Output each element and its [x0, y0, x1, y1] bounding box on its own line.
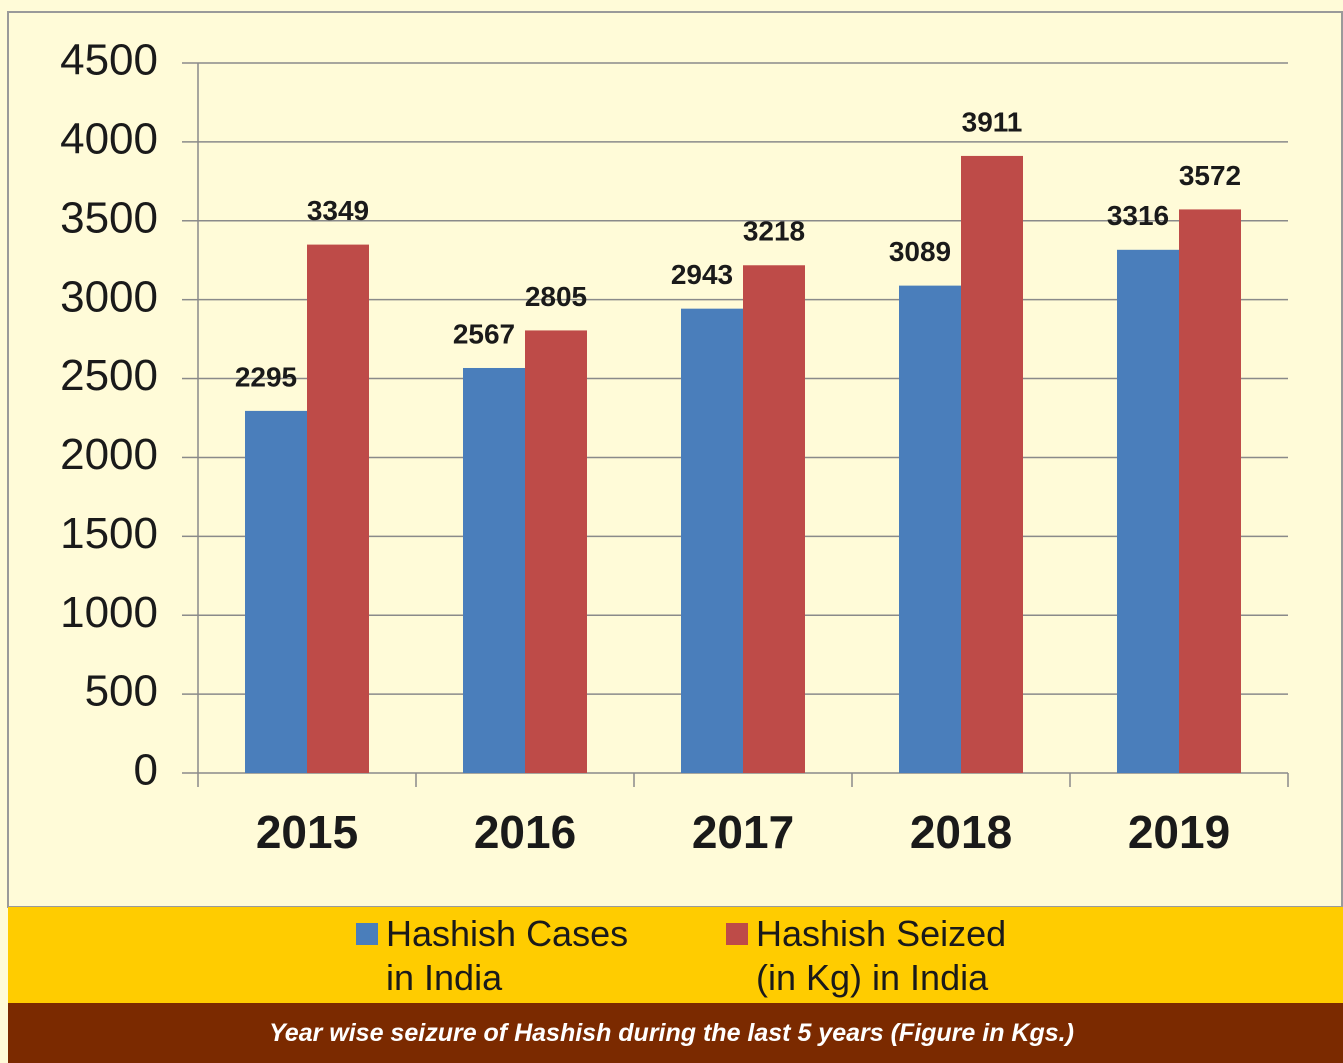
- bar: [899, 285, 961, 773]
- x-tick-label: 2016: [474, 806, 576, 858]
- bar: [525, 330, 587, 773]
- caption-band: [8, 1003, 1343, 1063]
- y-tick-label: 1500: [60, 509, 158, 558]
- legend-swatch: [356, 923, 378, 945]
- y-tick-label: 3000: [60, 272, 158, 321]
- bar: [1117, 249, 1179, 773]
- y-tick-label: 2500: [60, 351, 158, 400]
- value-label: 2295: [235, 361, 297, 392]
- bar: [1179, 209, 1241, 773]
- value-label: 3911: [962, 106, 1023, 137]
- bar: [307, 244, 369, 773]
- x-tick-label: 2019: [1128, 806, 1230, 858]
- y-tick-label: 4000: [60, 115, 158, 164]
- value-label: 2567: [453, 318, 515, 349]
- value-label: 3316: [1107, 200, 1169, 231]
- y-tick-label: 3500: [60, 193, 158, 242]
- caption: Year wise seizure of Hashish during the …: [269, 1019, 1074, 1047]
- value-label: 3089: [889, 236, 951, 267]
- value-label: 3572: [1179, 160, 1241, 191]
- y-tick-label: 500: [85, 667, 158, 716]
- bar: [743, 265, 805, 773]
- bar: [681, 308, 743, 773]
- y-tick-label: 0: [134, 746, 158, 795]
- y-tick-label: 2000: [60, 430, 158, 479]
- value-label: 2943: [671, 259, 733, 290]
- bar: [245, 410, 307, 773]
- legend-item: Hashish Cases in India: [356, 912, 656, 1000]
- legend-band: [8, 907, 1343, 1003]
- legend-label: Hashish Seized (in Kg) in India: [756, 913, 1007, 998]
- y-tick-label: 4500: [60, 36, 158, 85]
- legend-item: Hashish Seized (in Kg) in India: [726, 912, 1026, 1000]
- bar: [961, 155, 1023, 774]
- value-label: 2805: [525, 281, 587, 312]
- legend-swatch: [726, 923, 748, 945]
- y-tick-label: 1000: [60, 588, 158, 637]
- value-label: 3218: [743, 216, 805, 247]
- x-tick-label: 2018: [910, 806, 1012, 858]
- x-tick-label: 2017: [692, 806, 794, 858]
- x-tick-label: 2015: [256, 806, 358, 858]
- bar: [463, 367, 525, 773]
- legend-label: Hashish Cases in India: [386, 913, 629, 998]
- value-label: 3349: [307, 195, 369, 226]
